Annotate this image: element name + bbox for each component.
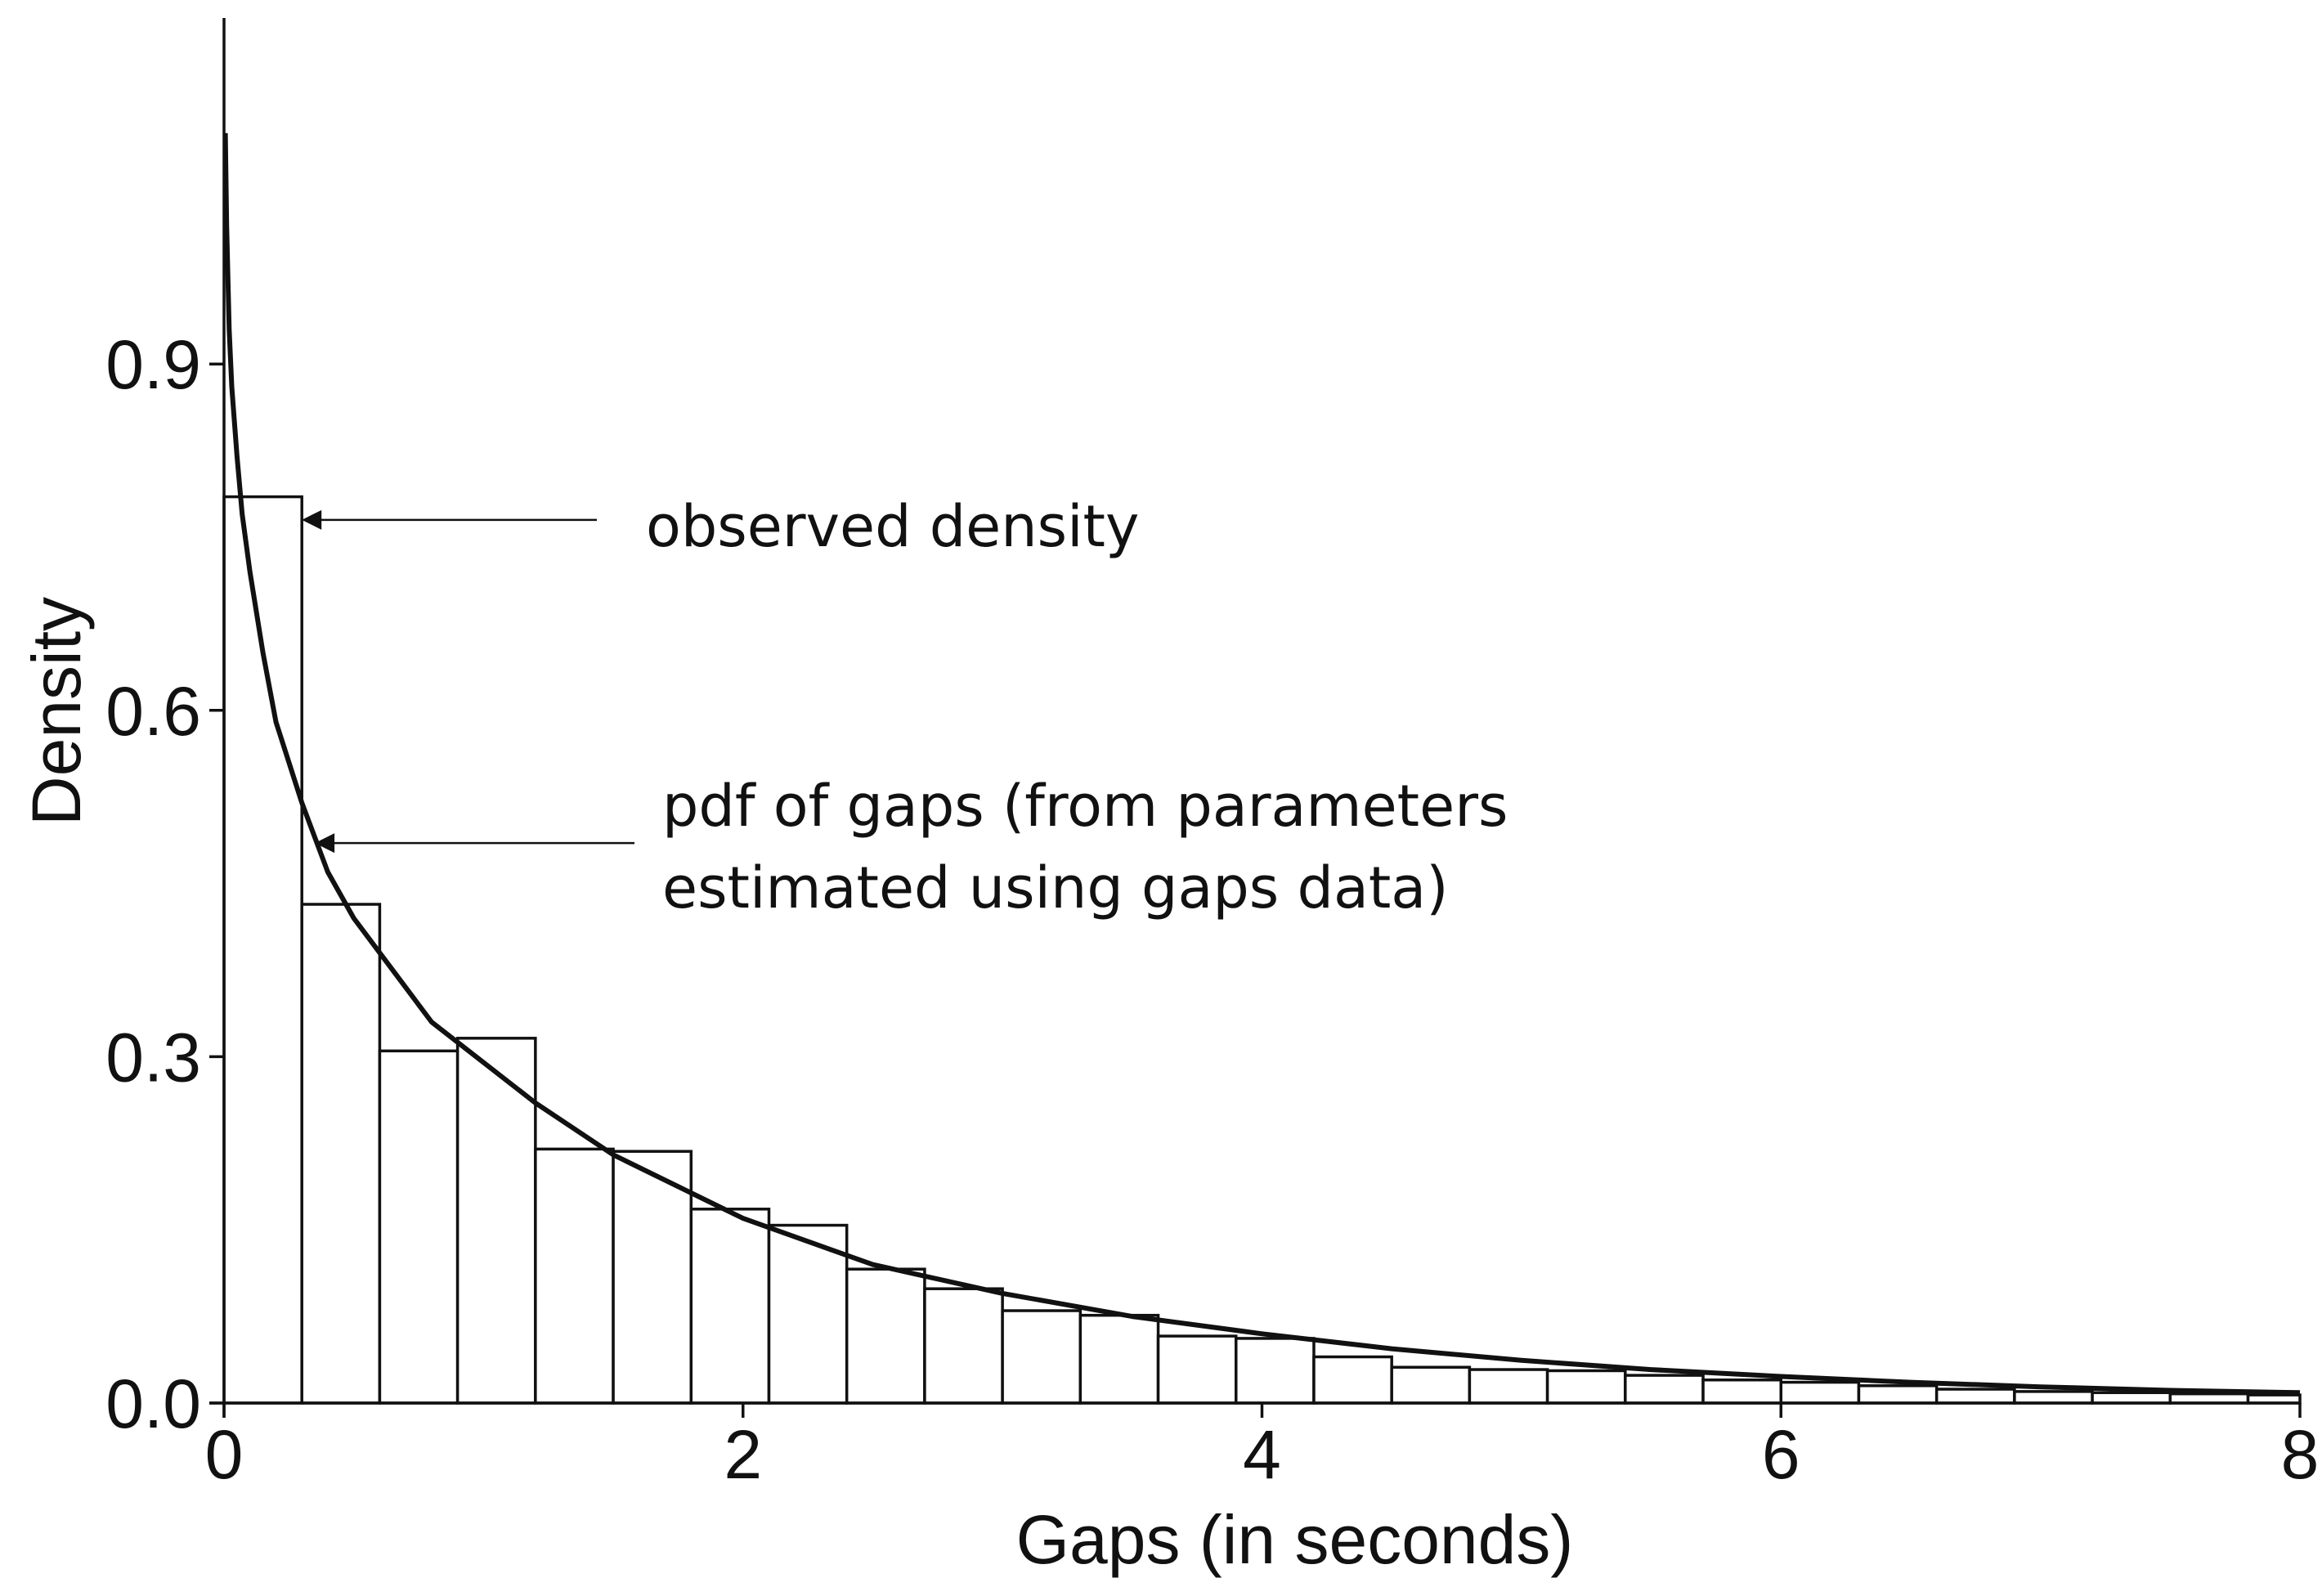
- histogram-bar: [1701, 1379, 1783, 1405]
- histogram-bar: [612, 1150, 693, 1405]
- annotation-text: pdf of gaps (from parameters: [662, 773, 1508, 840]
- y-ticks: 0.0 0.3 0.6 0.9: [105, 326, 224, 1442]
- histogram-bar: [1390, 1365, 1472, 1405]
- histogram-bar: [923, 1287, 1004, 1405]
- histogram-bars: [222, 495, 2302, 1405]
- arrow-head-icon: [315, 833, 335, 854]
- x-tick-label: 8: [2281, 1416, 2320, 1493]
- x-tick-label: 2: [724, 1416, 762, 1493]
- y-tick-label: 0.0: [105, 1365, 201, 1442]
- histogram-bar: [1624, 1374, 1705, 1405]
- arrow-head-icon: [302, 509, 322, 530]
- histogram-bar: [1312, 1355, 1393, 1405]
- histogram-bar: [378, 1049, 459, 1405]
- histogram-bar: [1857, 1384, 1939, 1405]
- histogram-bar: [1001, 1309, 1083, 1405]
- histogram-bar: [845, 1267, 926, 1405]
- annotation-text: estimated using gaps data): [662, 854, 1449, 921]
- histogram-bar: [2091, 1391, 2172, 1405]
- histogram-bar: [300, 903, 382, 1405]
- y-tick-label: 0.3: [105, 1019, 201, 1096]
- histogram-bar: [1235, 1337, 1316, 1405]
- histogram-bar: [1779, 1380, 1861, 1405]
- histogram-bar: [1078, 1313, 1160, 1405]
- histogram-bar: [534, 1147, 615, 1405]
- x-ticks: 0 2 4 6 8: [205, 1403, 2320, 1493]
- y-tick-label: 0.6: [105, 673, 201, 750]
- histogram-bar: [455, 1037, 537, 1405]
- histogram-bar: [1934, 1388, 2016, 1405]
- x-tick-label: 6: [1762, 1416, 1800, 1493]
- histogram-bar: [1545, 1369, 1627, 1405]
- x-tick-label: 4: [1243, 1416, 1281, 1493]
- x-axis-title: Gaps (in seconds): [1016, 1501, 1574, 1578]
- histogram-bar: [689, 1208, 771, 1405]
- y-tick-label: 0.9: [105, 326, 201, 403]
- histogram-bar: [1156, 1334, 1238, 1405]
- annotations: observed density pdf of gaps (from parame…: [302, 493, 1508, 921]
- histogram-bar: [2013, 1390, 2094, 1405]
- annotation-text: observed density: [646, 493, 1139, 560]
- y-axis-title: Density: [18, 597, 95, 826]
- pdf-curve: [222, 132, 2301, 1396]
- histogram-bar: [1468, 1368, 1549, 1405]
- histogram-bar: [222, 495, 303, 1405]
- x-tick-label: 0: [205, 1416, 244, 1493]
